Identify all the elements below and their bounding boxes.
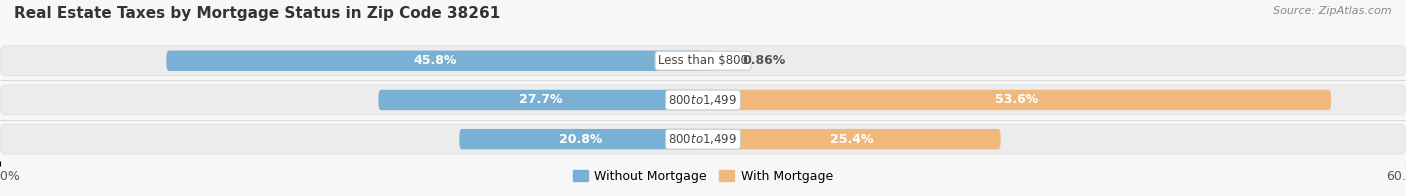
FancyBboxPatch shape	[460, 129, 703, 149]
Text: 45.8%: 45.8%	[413, 54, 457, 67]
Text: 53.6%: 53.6%	[995, 93, 1039, 106]
Text: 0.86%: 0.86%	[742, 54, 786, 67]
Text: Less than $800: Less than $800	[658, 54, 748, 67]
FancyBboxPatch shape	[166, 51, 703, 71]
Text: $800 to $1,499: $800 to $1,499	[668, 132, 738, 146]
FancyBboxPatch shape	[703, 129, 1001, 149]
FancyBboxPatch shape	[378, 90, 703, 110]
FancyBboxPatch shape	[703, 51, 713, 71]
Text: $800 to $1,499: $800 to $1,499	[668, 93, 738, 107]
FancyBboxPatch shape	[703, 90, 1331, 110]
Text: Source: ZipAtlas.com: Source: ZipAtlas.com	[1274, 6, 1392, 16]
Text: 27.7%: 27.7%	[519, 93, 562, 106]
Text: Real Estate Taxes by Mortgage Status in Zip Code 38261: Real Estate Taxes by Mortgage Status in …	[14, 6, 501, 21]
Text: 25.4%: 25.4%	[830, 133, 873, 146]
Legend: Without Mortgage, With Mortgage: Without Mortgage, With Mortgage	[568, 165, 838, 188]
FancyBboxPatch shape	[0, 46, 1406, 76]
FancyBboxPatch shape	[0, 85, 1406, 115]
FancyBboxPatch shape	[0, 124, 1406, 154]
Text: 20.8%: 20.8%	[560, 133, 603, 146]
